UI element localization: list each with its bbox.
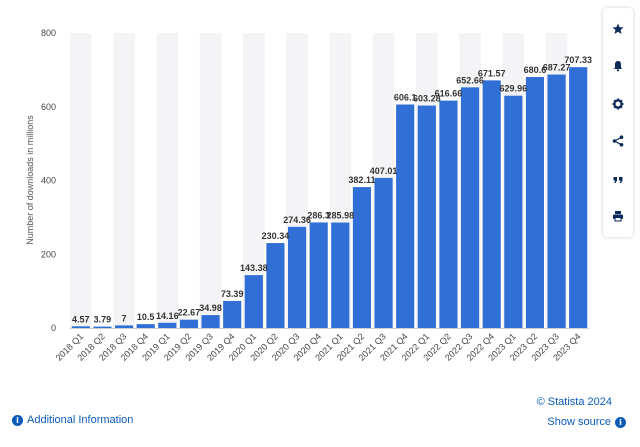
data-label: 382.11 <box>348 175 375 185</box>
data-label: 680.6 <box>524 65 547 75</box>
data-label: 407.01 <box>370 166 398 176</box>
data-label: 143.38 <box>240 263 268 273</box>
data-label: 34.98 <box>199 303 222 313</box>
star-icon <box>612 23 624 34</box>
y-tick-label: 200 <box>41 249 56 259</box>
show-source-link[interactable]: Show source i <box>547 416 626 428</box>
y-tick-label: 0 <box>51 323 56 333</box>
data-label: 707.33 <box>564 55 592 65</box>
y-tick-label: 800 <box>41 28 56 38</box>
info-icon: i <box>615 416 626 428</box>
gear-icon <box>612 98 624 110</box>
data-label: 603.28 <box>413 94 441 104</box>
data-label: 274.36 <box>283 215 311 225</box>
bar[interactable] <box>71 326 90 328</box>
bar[interactable] <box>460 87 480 328</box>
additional-information-link[interactable]: i Additional Information <box>12 414 133 426</box>
bar[interactable] <box>439 100 458 328</box>
data-label: 14.16 <box>156 311 179 321</box>
share-icon <box>612 135 624 147</box>
data-label: 652.66 <box>456 75 484 85</box>
bar[interactable] <box>114 325 134 328</box>
bar[interactable] <box>504 95 523 329</box>
data-label: 616.66 <box>435 89 463 99</box>
bar[interactable] <box>352 187 372 328</box>
y-axis-title: Number of downloads in millions <box>25 115 35 245</box>
show-source-label: Show source <box>547 416 611 428</box>
data-label: 629.96 <box>500 84 528 94</box>
bar[interactable] <box>158 322 177 328</box>
bar[interactable] <box>309 222 328 328</box>
settings-button[interactable] <box>603 85 633 123</box>
data-label: 285.98 <box>327 211 355 221</box>
additional-information-label: Additional Information <box>27 414 134 426</box>
bar[interactable] <box>417 105 436 328</box>
y-tick-label: 600 <box>41 102 56 112</box>
bar[interactable] <box>374 177 393 328</box>
bar[interactable] <box>396 104 415 328</box>
cite-button[interactable] <box>603 160 633 198</box>
y-tick-label: 400 <box>41 176 56 186</box>
bar[interactable] <box>93 326 112 328</box>
column-band <box>156 33 179 328</box>
bar[interactable] <box>525 77 545 328</box>
bar[interactable] <box>287 226 307 328</box>
chart-toolbar <box>603 8 633 237</box>
bar[interactable] <box>331 222 350 328</box>
share-button[interactable] <box>603 123 633 161</box>
data-label: 7 <box>122 313 127 323</box>
print-button[interactable] <box>603 198 633 236</box>
data-label: 3.79 <box>94 315 112 325</box>
data-label: 687.27 <box>543 63 571 73</box>
column-band <box>113 33 135 328</box>
bar[interactable] <box>482 80 501 329</box>
bar[interactable] <box>179 319 199 328</box>
data-label: 10.5 <box>137 312 155 322</box>
data-label: 73.39 <box>221 289 244 299</box>
bar[interactable] <box>569 67 588 329</box>
data-label: 606.1 <box>394 93 417 103</box>
data-label: 671.57 <box>478 68 506 78</box>
copyright-link[interactable]: © Statista 2024 <box>536 396 612 408</box>
data-label: 4.57 <box>72 314 90 324</box>
quote-icon <box>613 176 623 183</box>
bar[interactable] <box>136 324 155 328</box>
data-label: 230.34 <box>262 231 290 241</box>
bell-icon <box>613 61 623 72</box>
data-label: 286.3 <box>307 210 330 220</box>
column-band <box>243 33 265 328</box>
favorite-button[interactable] <box>603 10 633 48</box>
bar[interactable] <box>201 315 220 328</box>
bar[interactable] <box>244 275 263 328</box>
print-icon <box>613 211 623 222</box>
data-label: 22.67 <box>178 308 201 318</box>
column-band <box>70 33 92 328</box>
info-icon: i <box>12 414 23 426</box>
bar[interactable] <box>266 243 285 328</box>
notification-button[interactable] <box>603 48 633 86</box>
bar[interactable] <box>223 300 242 328</box>
column-band <box>199 33 222 328</box>
bar[interactable] <box>547 74 566 329</box>
